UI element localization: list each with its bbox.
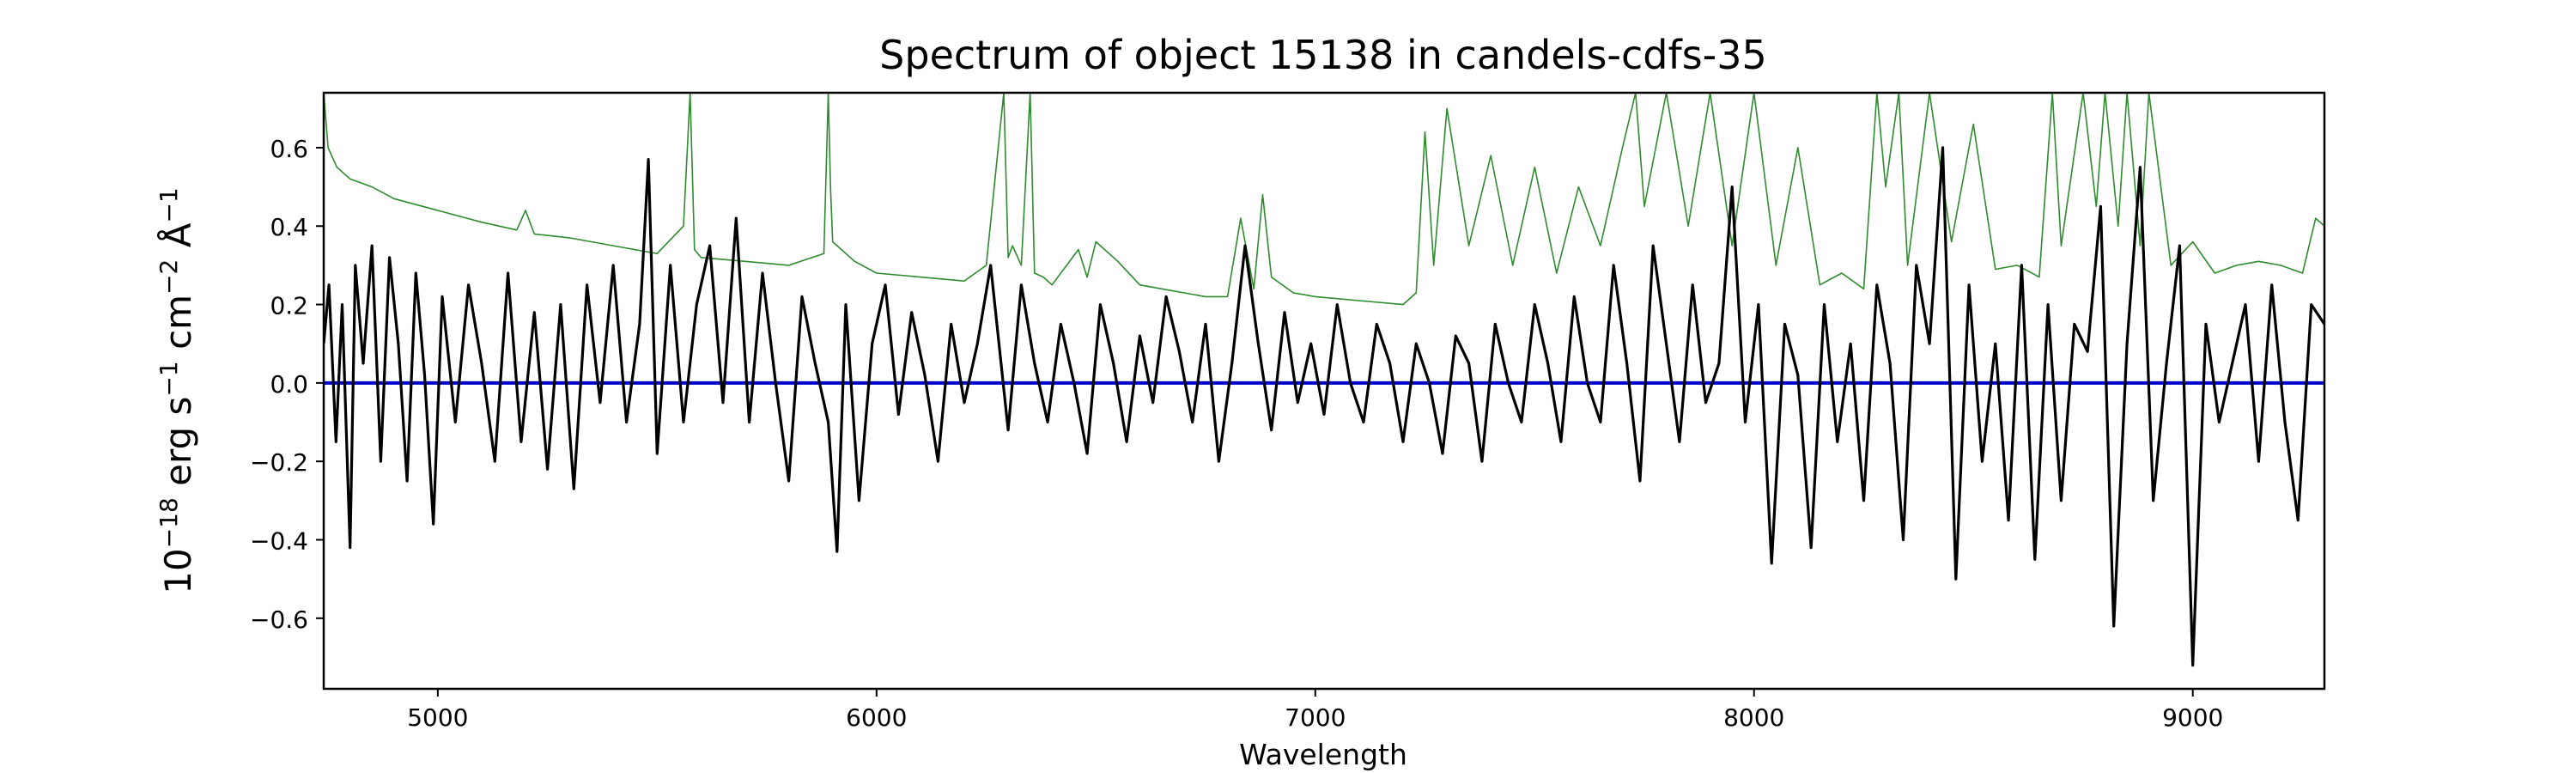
x-tick-label: 9000 — [2162, 703, 2223, 732]
y-axis-ticks: −0.6 −0.4 −0.2 0.0 0.2 0.4 0.6 — [250, 135, 324, 634]
y-label-base: 10 — [157, 548, 199, 593]
series-layer — [324, 93, 2324, 667]
x-tick-label: 7000 — [1285, 703, 1346, 732]
y-tick-label: −0.6 — [250, 606, 308, 634]
y-tick-label: 0.6 — [270, 135, 308, 163]
plot-area — [322, 91, 2326, 691]
y-tick-label: −0.4 — [250, 527, 308, 556]
x-tick-label: 5000 — [407, 703, 468, 732]
y-label-exp-1: −18 — [155, 497, 183, 548]
x-tick-label: 8000 — [1723, 703, 1784, 732]
y-label-unit-cm: cm — [157, 295, 199, 361]
y-tick-label: 0.2 — [270, 292, 308, 320]
x-tick-label: 6000 — [846, 703, 907, 732]
y-axis-label: 10−18 erg s−1 cm−2 Å−1 — [155, 187, 199, 593]
y-label-exp-2: −1 — [155, 361, 183, 396]
error-spectrum-line — [324, 93, 2324, 306]
x-axis-ticks: 5000 6000 7000 8000 9000 — [407, 689, 2223, 732]
y-tick-label: 0.0 — [270, 370, 308, 399]
y-label-unit-angstrom: Å — [156, 222, 199, 259]
y-label-exp-3: −2 — [155, 259, 183, 295]
y-tick-label: 0.4 — [270, 213, 308, 241]
y-label-unit-erg-s: erg s — [157, 397, 199, 498]
flux-spectrum-line — [324, 146, 2324, 667]
plot-frame — [322, 91, 2326, 691]
y-tick-label: −0.2 — [250, 448, 308, 477]
y-label-exp-4: −1 — [155, 187, 183, 222]
x-axis-label: Wavelength — [1239, 738, 1407, 771]
chart-title: Spectrum of object 15138 in candels-cdfs… — [879, 32, 1767, 78]
